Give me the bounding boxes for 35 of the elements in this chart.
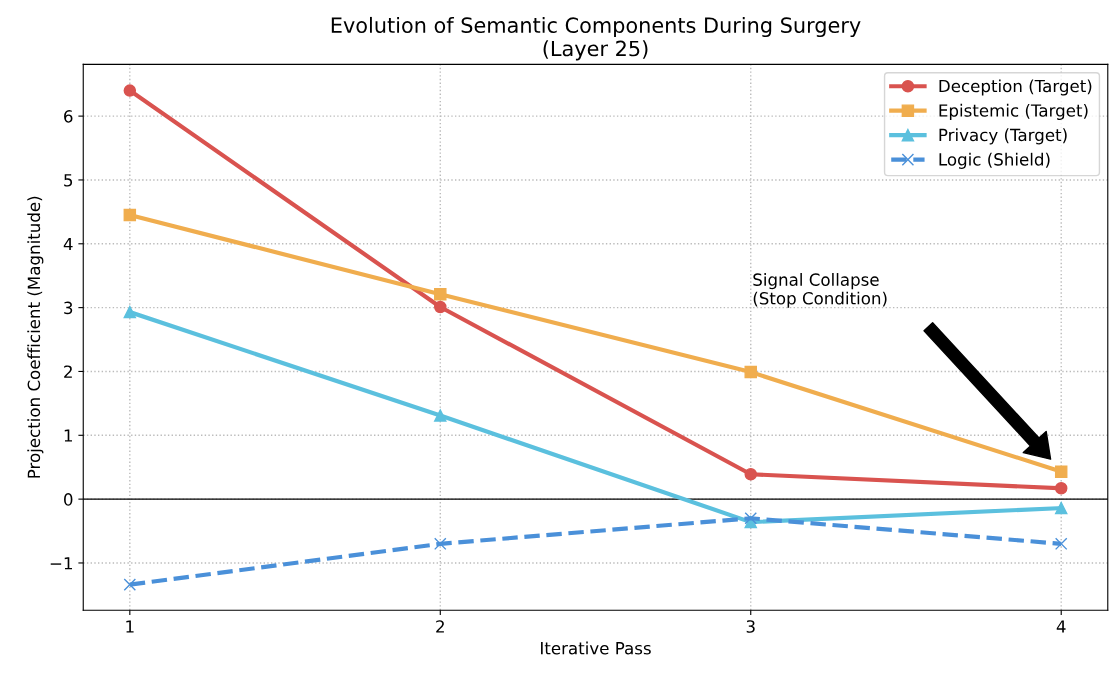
point bbox=[744, 512, 757, 525]
legend-label: Deception (Target) bbox=[939, 79, 1092, 96]
y-tick-label: 6 bbox=[64, 110, 73, 123]
x-tick-label: 1 bbox=[126, 620, 134, 633]
y-axis-title: Projection Coefficient (Magnitude) bbox=[27, 196, 44, 478]
legend-label: Logic (Shield) bbox=[939, 152, 1050, 169]
point bbox=[1054, 465, 1068, 478]
x-axis-title: Iterative Pass bbox=[541, 641, 651, 655]
chart-title: Evolution of Semantic Components During Surgery (Layer 25) bbox=[331, 16, 861, 61]
point bbox=[123, 208, 137, 222]
y-tick-label: 4 bbox=[63, 237, 73, 251]
y-tick-label: 3 bbox=[64, 301, 73, 315]
point bbox=[1054, 482, 1068, 495]
point bbox=[1054, 501, 1068, 515]
x-tick-label: 2 bbox=[436, 620, 444, 633]
point bbox=[123, 84, 137, 97]
y-tick-label: 1 bbox=[64, 429, 72, 442]
point bbox=[434, 300, 447, 314]
x-tick-label: 4 bbox=[1056, 620, 1066, 633]
y-tick-label: 2 bbox=[64, 365, 72, 378]
point bbox=[1054, 537, 1068, 551]
point bbox=[434, 409, 447, 422]
legend-label: Epistemic (Target) bbox=[939, 103, 1088, 120]
y-tick-label: 0 bbox=[64, 493, 73, 506]
point bbox=[744, 467, 757, 481]
annotation: Signal Collapse (Stop Condition) bbox=[753, 273, 887, 308]
point bbox=[123, 578, 137, 591]
point bbox=[123, 305, 137, 319]
y-tick-label: 5 bbox=[64, 174, 73, 187]
point bbox=[434, 287, 447, 301]
point bbox=[434, 537, 447, 551]
legend-label: Privacy (Target) bbox=[939, 128, 1067, 145]
x-tick-label: 3 bbox=[746, 620, 755, 633]
point bbox=[744, 365, 757, 379]
y-tick-label: −1 bbox=[50, 557, 72, 570]
